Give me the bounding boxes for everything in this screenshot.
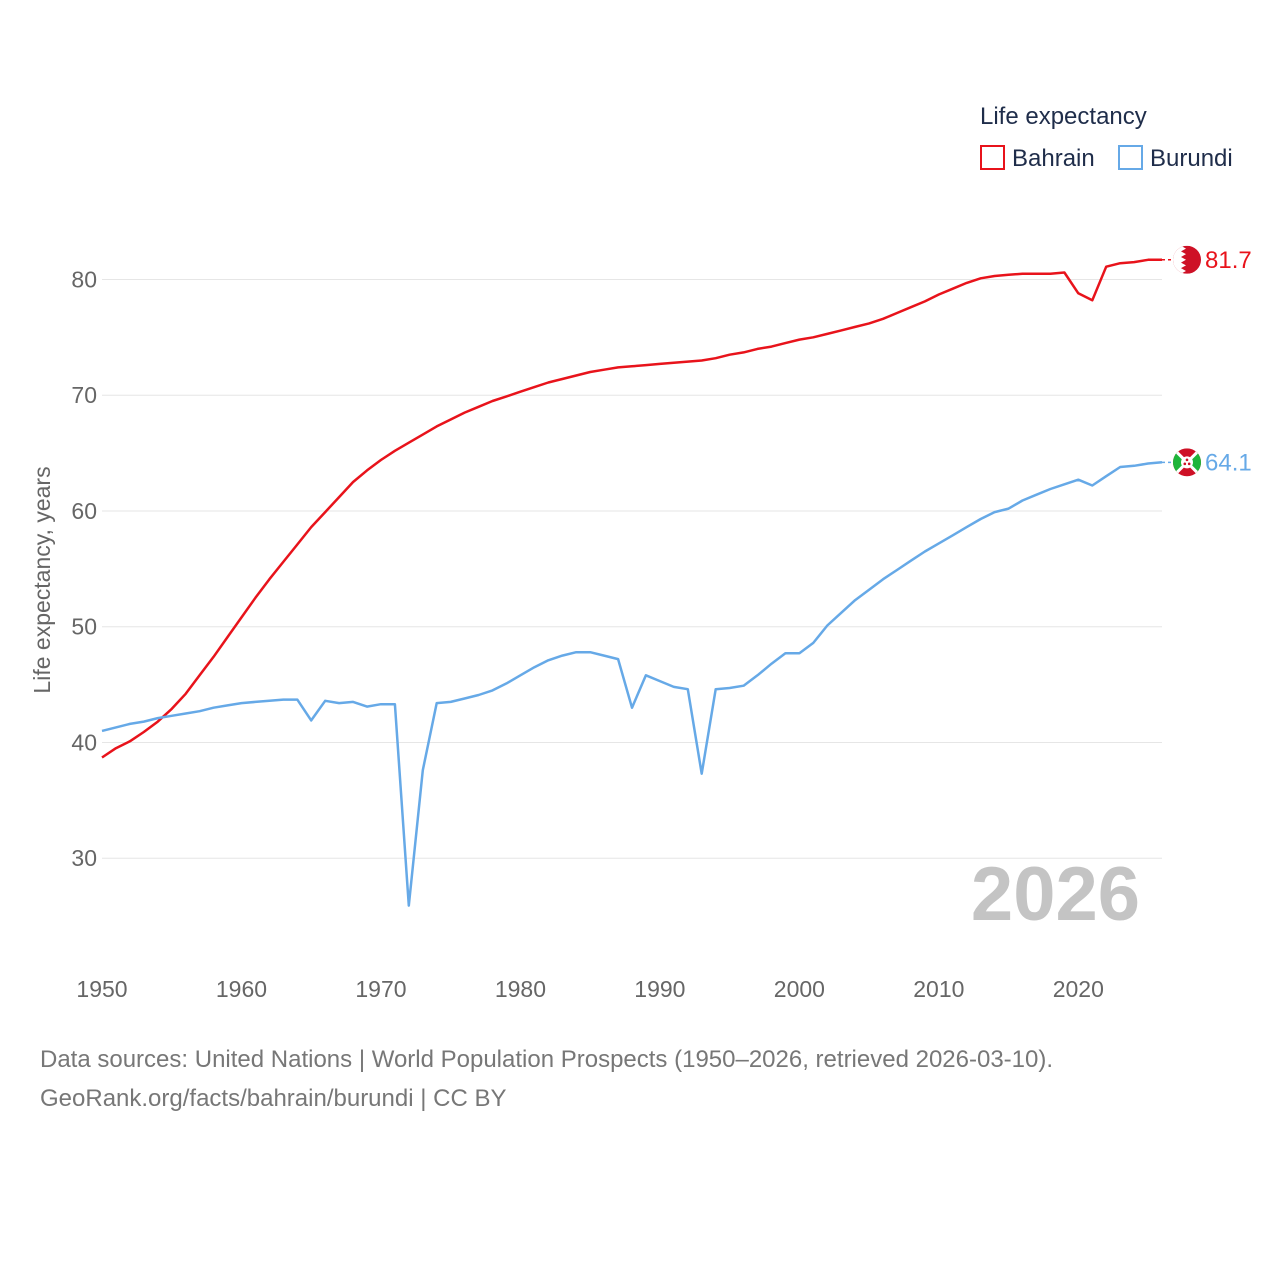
y-axis-ticks: 30 40 50 60 70 80 [71, 266, 97, 871]
series-line-burundi[interactable] [101, 461, 1163, 907]
x-tick-label: 2010 [913, 976, 964, 1002]
legend-swatch-burundi[interactable] [1118, 145, 1143, 170]
legend-swatch-bahrain[interactable] [980, 145, 1005, 170]
end-value-bahrain: 81.7 [1205, 247, 1252, 274]
series-lines [101, 258, 1163, 907]
data-sources-text: Data sources: United Nations | World Pop… [40, 1046, 1054, 1073]
legend: Life expectancy Bahrain Burundi [980, 103, 1233, 172]
x-tick-label: 2000 [774, 976, 825, 1002]
y-tick-label: 50 [71, 614, 97, 640]
source-note: Data sources: United Nations | World Pop… [40, 1040, 1240, 1118]
x-tick-label: 1960 [216, 976, 267, 1002]
y-tick-label: 60 [71, 498, 97, 524]
y-tick-label: 80 [71, 266, 97, 292]
end-value-burundi: 64.1 [1205, 449, 1252, 476]
bahrain-flag-icon [1173, 245, 1201, 274]
legend-title: Life expectancy [980, 103, 1147, 130]
current-year-watermark: 2026 [971, 852, 1140, 937]
legend-label-burundi[interactable]: Burundi [1150, 145, 1233, 172]
legend-label-bahrain[interactable]: Bahrain [1012, 145, 1095, 172]
burundi-flag-icon [1173, 448, 1201, 477]
x-axis-ticks: 1950 1960 1970 1980 1990 2000 2010 2020 [76, 976, 1103, 1002]
y-tick-label: 70 [71, 382, 97, 408]
series-end-markers: 81.7 64.1 [1162, 245, 1252, 477]
x-tick-label: 1970 [355, 976, 406, 1002]
attribution-link[interactable]: GeoRank.org/facts/bahrain/burundi | CC B… [40, 1085, 507, 1112]
y-tick-label: 30 [71, 845, 97, 871]
y-tick-label: 40 [71, 729, 97, 755]
series-line-bahrain[interactable] [101, 258, 1162, 759]
x-tick-label: 2020 [1053, 976, 1104, 1002]
x-tick-label: 1980 [495, 976, 546, 1002]
y-axis-label: Life expectancy, years [29, 466, 55, 693]
x-tick-label: 1950 [76, 976, 127, 1002]
x-tick-label: 1990 [634, 976, 685, 1002]
gridlines [102, 278, 1162, 859]
